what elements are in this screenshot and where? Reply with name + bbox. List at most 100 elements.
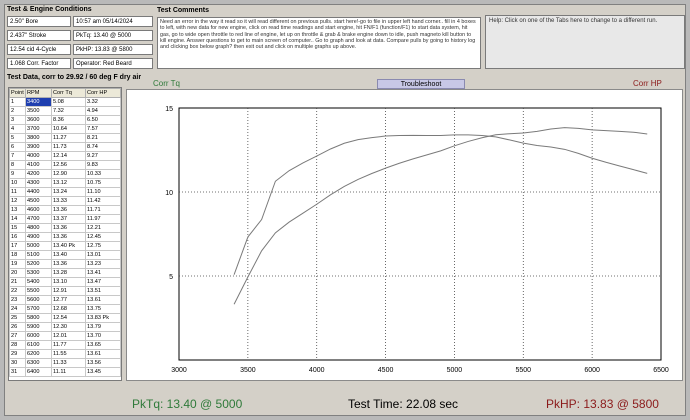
cell-corr-tq: 13.12 [51, 178, 86, 188]
cell-rpm: 6400 [25, 367, 52, 377]
cell-corr-hp: 3.32 [85, 97, 121, 107]
cell-point: 27 [9, 331, 26, 341]
cell-corr-tq: 8.36 [51, 115, 86, 125]
cell-corr-tq: 11.11 [51, 367, 86, 377]
cell-point: 29 [9, 349, 26, 359]
cell-corr-hp: 12.21 [85, 223, 121, 233]
cell-corr-tq: 12.90 [51, 169, 86, 179]
table-row[interactable]: 27 6000 12.01 13.70 [9, 331, 121, 341]
table-row[interactable]: 24 5700 12.68 13.75 [9, 304, 121, 314]
operator-field[interactable]: Operator: Red Beard [73, 58, 153, 69]
table-row[interactable]: 15 4800 13.36 12.21 [9, 223, 121, 233]
cell-corr-tq: 13.36 [51, 259, 86, 269]
table-row[interactable]: 9 4200 12.90 10.33 [9, 169, 121, 179]
table-row[interactable]: 19 5200 13.36 13.23 [9, 259, 121, 269]
cell-rpm: 3700 [25, 124, 52, 134]
cell-corr-tq: 12.14 [51, 151, 86, 161]
cell-rpm: 5900 [25, 322, 52, 332]
cell-corr-tq: 5.08 [51, 97, 86, 107]
cell-point: 18 [9, 250, 26, 260]
table-row[interactable]: 29 6200 11.55 13.61 [9, 349, 121, 359]
table-row[interactable]: 1 3400 5.08 3.32 [9, 97, 121, 107]
cell-corr-tq: 12.77 [51, 295, 86, 305]
table-row[interactable]: 22 5500 12.91 13.51 [9, 286, 121, 296]
cell-corr-tq: 12.56 [51, 160, 86, 170]
table-row[interactable]: 21 5400 13.10 13.47 [9, 277, 121, 287]
pkhp-field[interactable]: PkHP: 13.83 @ 5800 [73, 44, 153, 55]
bore-field[interactable]: 2.50" Bore [7, 16, 71, 27]
test-time-readout: Test Time: 22.08 sec [348, 397, 459, 411]
tab-troubleshoot[interactable]: Troubleshoot [377, 79, 465, 89]
test-data-table[interactable]: Point RPM Corr Tq Corr HP 1 3400 5.08 3.32 2… [8, 87, 122, 381]
table-row[interactable]: 23 5600 12.77 13.61 [9, 295, 121, 305]
cell-point: 20 [9, 268, 26, 278]
cell-rpm: 5100 [25, 250, 52, 260]
table-row[interactable]: 17 5000 13.40 Pk 12.75 [9, 241, 121, 251]
cell-rpm: 4400 [25, 187, 52, 197]
cell-corr-tq: 11.27 [51, 133, 86, 143]
cell-point: 6 [9, 142, 26, 152]
table-row[interactable]: 10 4300 13.12 10.75 [9, 178, 121, 188]
table-row[interactable]: 18 5100 13.40 13.01 [9, 250, 121, 260]
table-row[interactable]: 6 3900 11.73 8.74 [9, 142, 121, 152]
table-row[interactable]: 8 4100 12.56 9.83 [9, 160, 121, 170]
table-row[interactable]: 20 5300 13.28 13.41 [9, 268, 121, 278]
cell-point: 4 [9, 124, 26, 134]
table-row[interactable]: 3 3600 8.36 6.50 [9, 115, 121, 125]
cell-corr-tq: 13.28 [51, 268, 86, 278]
cell-point: 10 [9, 178, 26, 188]
cell-point: 11 [9, 187, 26, 197]
cell-rpm: 4600 [25, 205, 52, 215]
table-row[interactable]: 4 3700 10.64 7.57 [9, 124, 121, 134]
peak-torque-readout: PkTq: 13.40 @ 5000 [132, 397, 243, 411]
cell-rpm: 5800 [25, 313, 52, 323]
tab-corr-tq[interactable]: Corr Tq [153, 79, 180, 88]
pktq-field[interactable]: PkTq: 13.40 @ 5000 [73, 30, 153, 41]
table-row[interactable]: 5 3800 11.27 8.21 [9, 133, 121, 143]
cell-point: 8 [9, 160, 26, 170]
cell-rpm: 4900 [25, 232, 52, 242]
cell-corr-tq: 11.73 [51, 142, 86, 152]
cell-corr-tq: 12.30 [51, 322, 86, 332]
col-header-corr-tq: Corr Tq [51, 88, 86, 98]
table-row[interactable]: 16 4900 13.36 12.45 [9, 232, 121, 242]
table-row[interactable]: 26 5900 12.30 13.79 [9, 322, 121, 332]
cell-point: 16 [9, 232, 26, 242]
cell-corr-tq: 12.68 [51, 304, 86, 314]
cid-field[interactable]: 12.54 cid 4-Cycle [7, 44, 71, 55]
table-row[interactable]: 13 4600 13.36 11.71 [9, 205, 121, 215]
cell-point: 1 [9, 97, 26, 107]
table-row[interactable]: 2 3500 7.32 4.94 [9, 106, 121, 116]
test-data-title: Test Data, corr to 29.92 / 60 deg F dry … [7, 74, 142, 81]
cell-corr-hp: 11.42 [85, 196, 121, 206]
date-time-field[interactable]: 10:57 am 05/14/2024 [73, 16, 153, 27]
cell-rpm: 5000 [25, 241, 52, 251]
comments-textarea[interactable]: Need an error in the way it read so it w… [157, 17, 481, 69]
cell-corr-hp: 10.33 [85, 169, 121, 179]
cell-rpm: 5600 [25, 295, 52, 305]
cell-rpm: 5300 [25, 268, 52, 278]
table-row[interactable]: 14 4700 13.37 11.97 [9, 214, 121, 224]
cell-corr-hp: 13.65 [85, 340, 121, 350]
table-row[interactable]: 11 4400 13.24 11.10 [9, 187, 121, 197]
table-row[interactable]: 7 4000 12.14 9.27 [9, 151, 121, 161]
x-tick-label: 6500 [653, 367, 669, 374]
table-row[interactable]: 31 6400 11.11 13.45 [9, 367, 121, 377]
cell-corr-tq: 13.33 [51, 196, 86, 206]
cell-corr-tq: 13.36 [51, 232, 86, 242]
app-window: Test & Engine Conditions 2.50" Bore 2.43… [4, 4, 686, 416]
tab-corr-hp[interactable]: Corr HP [633, 79, 662, 88]
cell-rpm: 5200 [25, 259, 52, 269]
x-tick-label: 5500 [515, 367, 531, 374]
stroke-field[interactable]: 2.437" Stroke [7, 30, 71, 41]
table-row[interactable]: 12 4500 13.33 11.42 [9, 196, 121, 206]
cell-point: 13 [9, 205, 26, 215]
table-row[interactable]: 30 6300 11.33 13.56 [9, 358, 121, 368]
cell-point: 9 [9, 169, 26, 179]
table-row[interactable]: 28 6100 11.77 13.65 [9, 340, 121, 350]
cell-corr-hp: 4.94 [85, 106, 121, 116]
cell-corr-hp: 13.41 [85, 268, 121, 278]
col-header-rpm: RPM [25, 88, 52, 98]
table-row[interactable]: 25 5800 12.54 13.83 Pk [9, 313, 121, 323]
corr-factor-field[interactable]: 1.068 Corr. Factor [7, 58, 71, 69]
